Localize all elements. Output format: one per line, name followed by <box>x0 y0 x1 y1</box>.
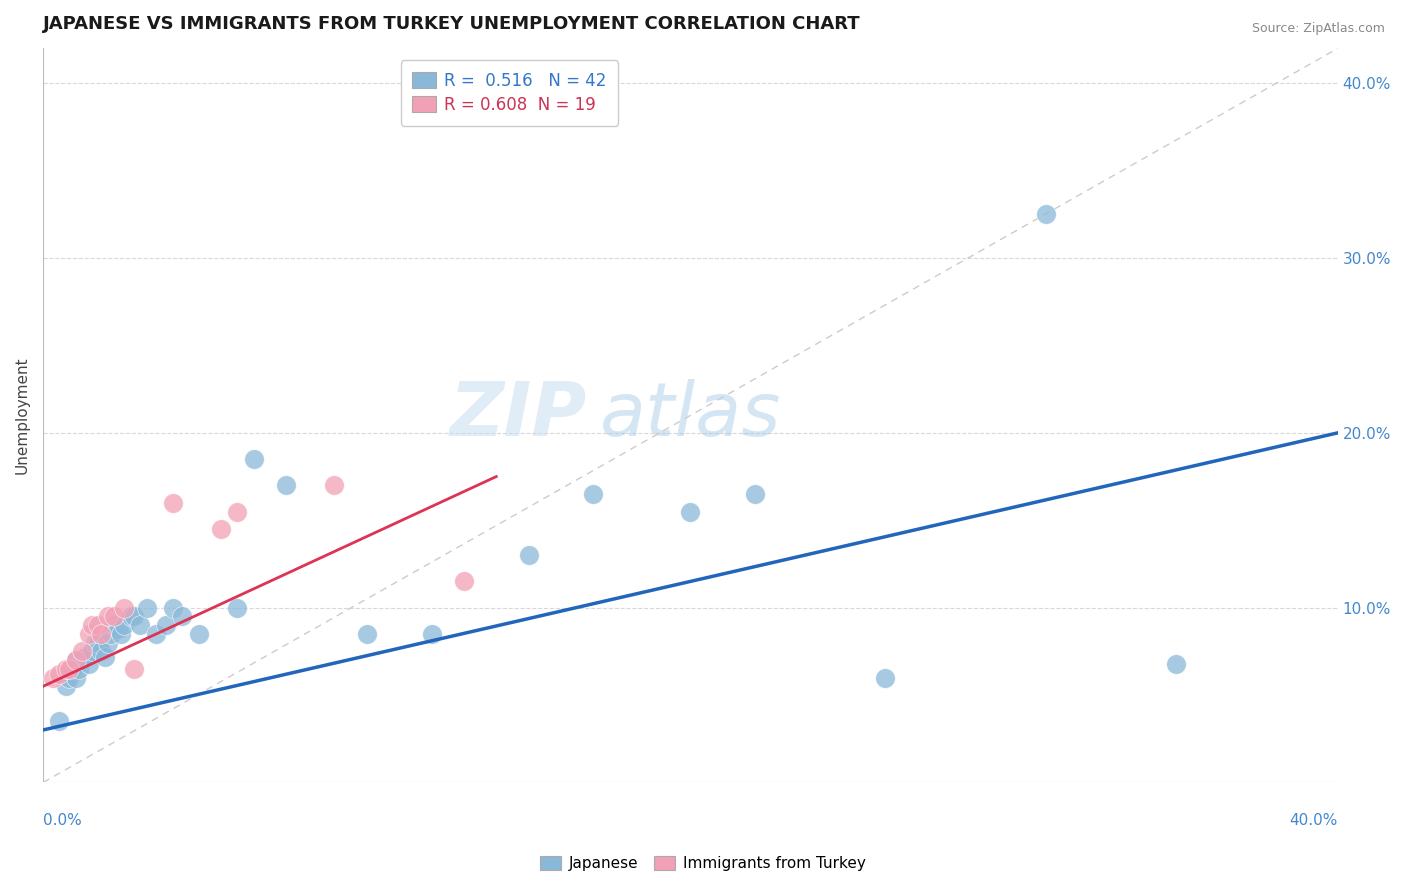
Point <box>77 657 100 671</box>
Text: atlas: atlas <box>600 379 782 451</box>
Point <box>87 618 110 632</box>
Point <box>87 635 110 649</box>
Point <box>103 618 125 632</box>
Point <box>58 662 80 676</box>
Point <box>42 671 65 685</box>
Point <box>48 714 70 729</box>
Point <box>356 627 378 641</box>
Point <box>145 627 167 641</box>
Point <box>80 618 103 632</box>
Text: 0.0%: 0.0% <box>44 813 82 828</box>
Point <box>226 504 249 518</box>
Legend: R =  0.516   N = 42, R = 0.608  N = 19: R = 0.516 N = 42, R = 0.608 N = 19 <box>401 61 617 126</box>
Point <box>65 653 87 667</box>
Text: JAPANESE VS IMMIGRANTS FROM TURKEY UNEMPLOYMENT CORRELATION CHART: JAPANESE VS IMMIGRANTS FROM TURKEY UNEMP… <box>44 15 860 33</box>
Point <box>162 600 184 615</box>
Point <box>129 618 152 632</box>
Point <box>122 609 145 624</box>
Point <box>60 662 83 676</box>
Point <box>209 522 232 536</box>
Text: Source: ZipAtlas.com: Source: ZipAtlas.com <box>1251 22 1385 36</box>
Point <box>65 653 87 667</box>
Point <box>58 671 80 685</box>
Point <box>155 618 177 632</box>
Point <box>172 609 194 624</box>
Point <box>107 622 129 636</box>
Point <box>75 649 97 664</box>
Point <box>100 627 122 641</box>
Point <box>97 635 120 649</box>
Point <box>122 662 145 676</box>
Point <box>242 452 264 467</box>
Point <box>420 627 443 641</box>
Point <box>1164 657 1187 671</box>
Point <box>70 653 93 667</box>
Point <box>97 609 120 624</box>
Point <box>187 627 209 641</box>
Y-axis label: Unemployment: Unemployment <box>15 357 30 475</box>
Point <box>48 667 70 681</box>
Point <box>70 644 93 658</box>
Point <box>77 627 100 641</box>
Point <box>323 478 346 492</box>
Point <box>120 609 142 624</box>
Point <box>103 609 125 624</box>
Point <box>67 662 90 676</box>
Point <box>135 600 157 615</box>
Point <box>582 487 605 501</box>
Text: ZIP: ZIP <box>450 379 586 452</box>
Point <box>873 671 896 685</box>
Point <box>55 662 77 676</box>
Point <box>65 671 87 685</box>
Point <box>744 487 766 501</box>
Text: 40.0%: 40.0% <box>1289 813 1337 828</box>
Point <box>90 627 112 641</box>
Point <box>274 478 297 492</box>
Point <box>517 548 540 562</box>
Point <box>453 574 475 589</box>
Point <box>80 644 103 658</box>
Point <box>1035 207 1057 221</box>
Point <box>84 635 107 649</box>
Point <box>112 600 135 615</box>
Point <box>93 649 115 664</box>
Point <box>162 496 184 510</box>
Point <box>90 644 112 658</box>
Legend: Japanese, Immigrants from Turkey: Japanese, Immigrants from Turkey <box>534 849 872 877</box>
Point <box>679 504 702 518</box>
Point <box>110 627 132 641</box>
Point <box>226 600 249 615</box>
Point <box>55 679 77 693</box>
Point <box>112 618 135 632</box>
